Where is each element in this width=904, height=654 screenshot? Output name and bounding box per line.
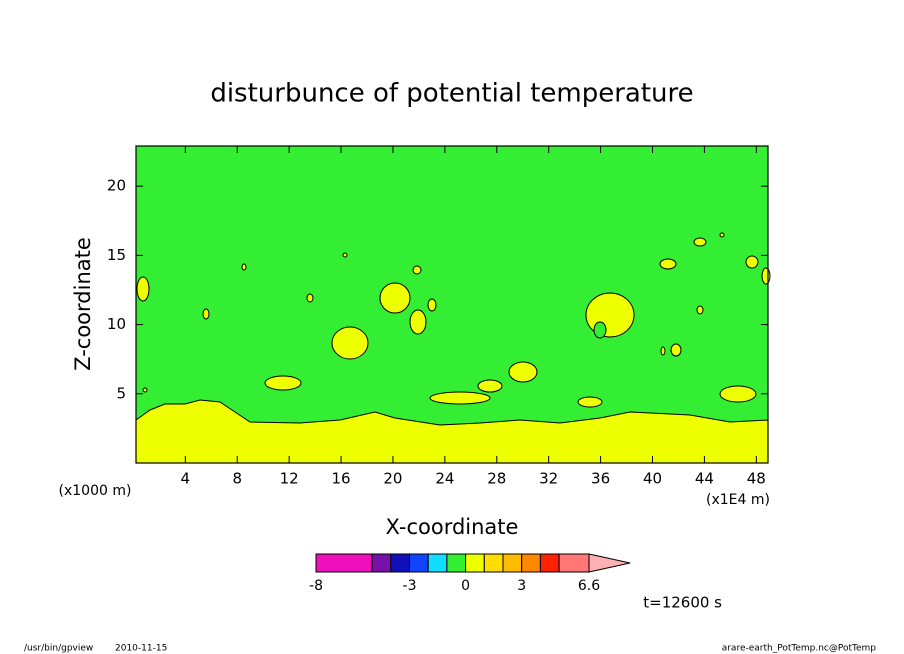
blob: [241, 263, 247, 271]
colorbar-box: [390, 553, 410, 573]
blob: [142, 387, 148, 393]
blob: [659, 258, 677, 270]
blob: [670, 343, 682, 357]
x-unit: (x1E4 m): [706, 492, 770, 508]
colorbar-label: -8: [309, 578, 323, 594]
x-axis-label: X-coordinate: [386, 515, 519, 539]
blob: [136, 276, 150, 302]
colorbar-box: [427, 553, 448, 573]
blob: [429, 391, 491, 405]
x-tick-label: 20: [383, 470, 402, 488]
x-tick-label: 40: [643, 470, 662, 488]
colorbar-box: [446, 553, 467, 573]
colorbar-label: 6.6: [578, 578, 600, 594]
footer-file: arare-earth_PotTemp.nc@PotTemp: [722, 644, 877, 654]
blob: [745, 255, 759, 269]
blob: [409, 309, 427, 335]
contour-field: [135, 146, 771, 464]
blob: [331, 326, 369, 360]
y-tick-label: 15: [107, 246, 126, 264]
yellow-band: [135, 399, 769, 464]
blob: [660, 346, 666, 356]
blob: [427, 298, 437, 312]
plot-frame: [135, 145, 769, 464]
blob: [379, 282, 411, 314]
footer-program: /usr/bin/gpview: [24, 644, 93, 654]
y-unit: (x1000 m): [59, 483, 132, 499]
y-axis-label: Z-coordinate: [71, 237, 95, 371]
x-tick-label: 44: [695, 470, 714, 488]
blob: [477, 379, 503, 393]
blob: [342, 252, 348, 258]
colorbar-label: -3: [403, 578, 417, 594]
colorbar-box: [371, 553, 392, 573]
x-tick-label: 16: [331, 470, 350, 488]
x-tick-label: 24: [435, 470, 454, 488]
blob: [264, 375, 302, 391]
blob: [508, 361, 538, 383]
blob: [306, 293, 314, 303]
x-tick-label: 32: [539, 470, 558, 488]
x-tick-label: 36: [591, 470, 610, 488]
colorbar-label: 0: [461, 578, 470, 594]
field-background: [136, 146, 768, 463]
blob: [696, 305, 704, 315]
footer-date: 2010-11-15: [115, 644, 167, 654]
colorbar-box: [539, 553, 560, 573]
time-label: t=12600 s: [643, 594, 722, 612]
blob: [585, 292, 635, 338]
colorbar-extend: [588, 553, 631, 573]
blob: [719, 385, 757, 403]
colorbar-box: [521, 553, 541, 573]
x-tick-label: 12: [280, 470, 299, 488]
colorbar-box: [502, 553, 523, 573]
colorbar-box: [558, 553, 590, 573]
blob: [202, 308, 210, 320]
colorbar-box: [465, 553, 485, 573]
blob: [693, 237, 707, 247]
x-tick-label: 48: [747, 470, 766, 488]
y-tick-label: 5: [116, 384, 126, 402]
x-tick-label: 8: [232, 470, 242, 488]
chart-title: disturbunce of potential temperature: [210, 79, 693, 109]
hole: [593, 321, 607, 339]
blob: [761, 267, 771, 285]
blob: [719, 232, 725, 238]
colorbar-box: [409, 553, 429, 573]
x-tick-label: 4: [181, 470, 191, 488]
x-tick-label: 28: [487, 470, 506, 488]
colorbar-box: [483, 553, 504, 573]
y-tick-label: 10: [107, 315, 126, 333]
colorbar-box: [315, 553, 373, 573]
blob: [412, 265, 422, 275]
y-tick-label: 20: [107, 177, 126, 195]
colorbar-label: 3: [517, 578, 526, 594]
blob: [577, 396, 603, 408]
